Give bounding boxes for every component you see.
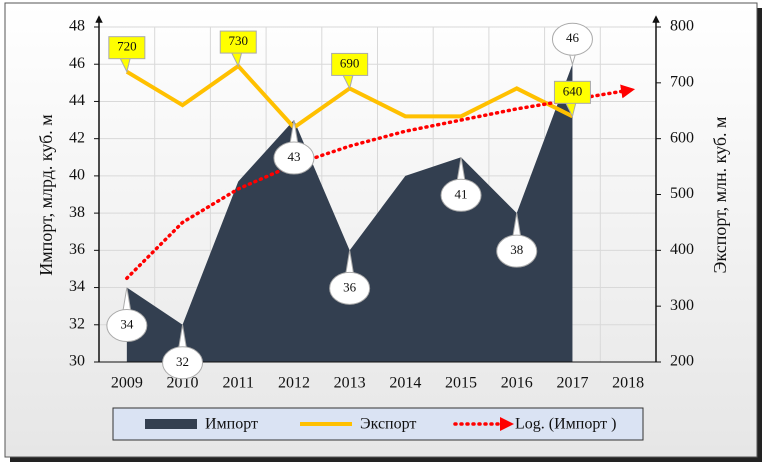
y2-tick-label: 600	[670, 129, 694, 146]
x-tick-label: 2016	[501, 375, 533, 392]
y-tick-label: 44	[69, 92, 85, 109]
y-tick-label: 48	[69, 18, 85, 35]
data-label: 730	[229, 33, 249, 48]
y-tick-label: 36	[69, 241, 85, 258]
y-tick-label: 40	[69, 167, 85, 184]
y-tick-label: 42	[69, 129, 85, 146]
data-label: 690	[340, 55, 360, 70]
x-tick-label: 2011	[223, 375, 254, 392]
callout	[273, 141, 315, 175]
legend-label: Экспорт	[360, 416, 416, 433]
y2-tick-label: 500	[670, 185, 694, 202]
callout	[553, 80, 591, 104]
data-label: 640	[563, 83, 583, 98]
callout	[496, 234, 538, 268]
y2-tick-label: 800	[670, 18, 694, 35]
data-label: 36	[343, 279, 357, 294]
y2-axis-title: Экспорт, млн. куб. м	[710, 117, 730, 274]
callout	[440, 178, 482, 212]
callout	[219, 30, 257, 54]
legend-swatch	[145, 419, 197, 429]
callout	[106, 309, 148, 343]
x-tick-label: 2014	[389, 375, 421, 392]
data-label: 32	[176, 354, 189, 369]
x-tick-label: 2012	[278, 375, 310, 392]
callout	[162, 346, 204, 380]
data-label: 38	[510, 242, 523, 257]
y-tick-label: 34	[69, 278, 85, 295]
callout	[331, 52, 369, 76]
y2-tick-label: 300	[670, 297, 694, 314]
x-tick-label: 2015	[445, 375, 477, 392]
callout	[329, 271, 371, 305]
y-tick-label: 46	[69, 55, 85, 72]
legend-label: Импорт	[205, 416, 258, 433]
legend-box	[112, 407, 644, 441]
data-label: 43	[287, 149, 300, 164]
y2-tick-label: 200	[670, 353, 694, 370]
data-label: 720	[117, 39, 137, 54]
y-tick-label: 32	[69, 315, 85, 332]
x-tick-label: 2018	[612, 375, 644, 392]
area	[126, 64, 573, 362]
legend-label: Log. (Импорт )	[515, 416, 616, 433]
x-tick-label: 2010	[167, 375, 199, 392]
y-tick-label: 30	[69, 353, 85, 370]
x-tick-label: 2017	[556, 375, 588, 392]
callout	[108, 36, 146, 60]
data-label: 46	[566, 30, 580, 45]
data-label: 41	[455, 186, 468, 201]
y-axis-title: Импорт, млрд. куб. м	[36, 114, 56, 275]
trend-line	[125, 84, 636, 280]
callout	[551, 22, 593, 56]
x-tick-label: 2009	[111, 375, 143, 392]
y-tick-label: 38	[69, 204, 85, 221]
data-label: 34	[120, 317, 134, 332]
y2-tick-label: 400	[670, 241, 694, 258]
y2-tick-label: 700	[670, 74, 694, 91]
x-tick-label: 2013	[334, 375, 366, 392]
